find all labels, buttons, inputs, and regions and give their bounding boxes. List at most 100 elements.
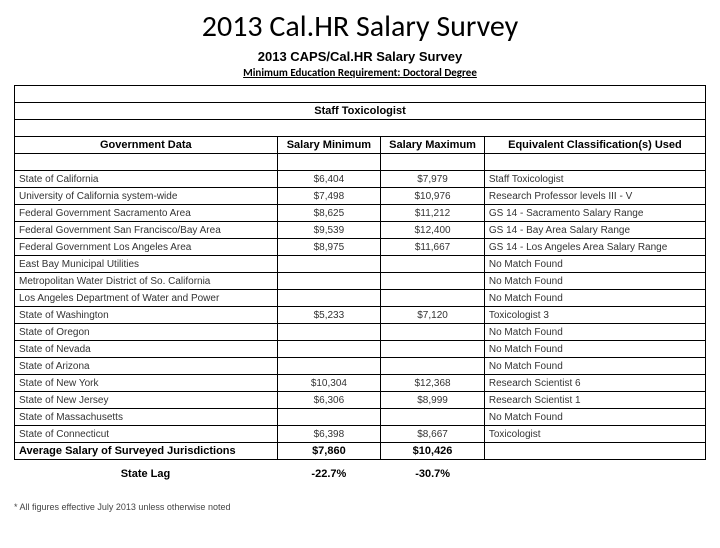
cell-gov: State of New York — [15, 375, 278, 392]
cell-max: $12,400 — [381, 222, 485, 239]
lag-label: State Lag — [14, 466, 277, 482]
main-title: 2013 Cal.HR Salary Survey — [0, 8, 720, 45]
cell-min: $9,539 — [277, 222, 381, 239]
sub-title: 2013 CAPS/Cal.HR Salary Survey — [0, 49, 720, 64]
lag-row: State Lag -22.7% -30.7% — [14, 466, 706, 482]
cell-gov: Federal Government Sacramento Area — [15, 205, 278, 222]
cell-gov: Federal Government San Francisco/Bay Are… — [15, 222, 278, 239]
col-head-max: Salary Maximum — [381, 137, 485, 154]
table-row: Federal Government San Francisco/Bay Are… — [15, 222, 706, 239]
table-row: State of New York$10,304$12,368Research … — [15, 375, 706, 392]
cell-min: $6,398 — [277, 426, 381, 443]
table-row: State of Nevada No Match Found — [15, 341, 706, 358]
table-row: State of Oregon No Match Found — [15, 324, 706, 341]
cell-min: $10,304 — [277, 375, 381, 392]
cell-min — [277, 409, 381, 426]
table-row: State of New Jersey$6,306$8,999Research … — [15, 392, 706, 409]
cell-max — [381, 409, 485, 426]
spacer-row — [15, 120, 706, 137]
salary-table: Staff Toxicologist Government Data Salar… — [14, 85, 706, 460]
lag-min: -22.7% — [277, 466, 381, 482]
cell-gov: State of Nevada — [15, 341, 278, 358]
table-row: State of Arizona No Match Found — [15, 358, 706, 375]
cell-gov: State of California — [15, 171, 278, 188]
cell-max: $11,212 — [381, 205, 485, 222]
cell-max: $10,976 — [381, 188, 485, 205]
cell-min — [277, 324, 381, 341]
table-row: University of California system-wide$7,4… — [15, 188, 706, 205]
cell-cls: Research Scientist 1 — [484, 392, 705, 409]
avg-max: $10,426 — [381, 443, 485, 460]
cell-max — [381, 256, 485, 273]
table-row: Los Angeles Department of Water and Powe… — [15, 290, 706, 307]
cell-gov: State of Massachusetts — [15, 409, 278, 426]
cell-cls: Staff Toxicologist — [484, 171, 705, 188]
table-row: State of California$6,404$7,979Staff Tox… — [15, 171, 706, 188]
cell-cls: No Match Found — [484, 341, 705, 358]
cell-gov: East Bay Municipal Utilities — [15, 256, 278, 273]
lag-max: -30.7% — [381, 466, 485, 482]
table-row: State of MassachusettsNo Match Found — [15, 409, 706, 426]
cell-max — [381, 273, 485, 290]
cell-min — [277, 273, 381, 290]
cell-cls: No Match Found — [484, 290, 705, 307]
cell-cls: GS 14 - Sacramento Salary Range — [484, 205, 705, 222]
table-row: State of Connecticut$6,398$8,667Toxicolo… — [15, 426, 706, 443]
cell-gov: State of Connecticut — [15, 426, 278, 443]
cell-max: $11,667 — [381, 239, 485, 256]
cell-gov: State of Washington — [15, 307, 278, 324]
cell-max — [381, 290, 485, 307]
table-row: Federal Government Los Angeles Area$8,97… — [15, 239, 706, 256]
cell-cls: No Match Found — [484, 273, 705, 290]
table-wrap: Staff Toxicologist Government Data Salar… — [14, 85, 706, 482]
avg-empty — [484, 443, 705, 460]
cell-min: $5,233 — [277, 307, 381, 324]
cell-max — [381, 324, 485, 341]
table-row: Metropolitan Water District of So. Calif… — [15, 273, 706, 290]
col-head-gov: Government Data — [15, 137, 278, 154]
cell-gov: State of Arizona — [15, 358, 278, 375]
cell-gov: Federal Government Los Angeles Area — [15, 239, 278, 256]
cell-min — [277, 358, 381, 375]
cell-min: $8,625 — [277, 205, 381, 222]
column-header-row: Government Data Salary Minimum Salary Ma… — [15, 137, 706, 154]
table-row: State of Washington$5,233$7,120Toxicolog… — [15, 307, 706, 324]
cell-cls: Toxicologist 3 — [484, 307, 705, 324]
cell-min — [277, 290, 381, 307]
col-head-min: Salary Minimum — [277, 137, 381, 154]
cell-gov: Metropolitan Water District of So. Calif… — [15, 273, 278, 290]
cell-gov: University of California system-wide — [15, 188, 278, 205]
cell-min: $8,975 — [277, 239, 381, 256]
cell-min: $6,404 — [277, 171, 381, 188]
requirement-line: Minimum Education Requirement: Doctoral … — [0, 66, 720, 79]
cell-gov: State of Oregon — [15, 324, 278, 341]
footnote: * All figures effective July 2013 unless… — [14, 502, 720, 512]
cell-cls: GS 14 - Bay Area Salary Range — [484, 222, 705, 239]
cell-cls: Toxicologist — [484, 426, 705, 443]
cell-cls: GS 14 - Los Angeles Area Salary Range — [484, 239, 705, 256]
cell-max: $8,999 — [381, 392, 485, 409]
table-row: East Bay Municipal Utilities No Match Fou… — [15, 256, 706, 273]
cell-cls: Research Professor levels III - V — [484, 188, 705, 205]
cell-max: $7,120 — [381, 307, 485, 324]
cell-gov: State of New Jersey — [15, 392, 278, 409]
lag-table: State Lag -22.7% -30.7% — [14, 466, 706, 482]
cell-cls: No Match Found — [484, 358, 705, 375]
cell-max: $12,368 — [381, 375, 485, 392]
cell-max: $8,667 — [381, 426, 485, 443]
section-header-row: Staff Toxicologist — [15, 103, 706, 120]
avg-label: Average Salary of Surveyed Jurisdictions — [15, 443, 278, 460]
cell-cls: No Match Found — [484, 256, 705, 273]
avg-min: $7,860 — [277, 443, 381, 460]
cell-max — [381, 358, 485, 375]
cell-min: $7,498 — [277, 188, 381, 205]
cell-max — [381, 341, 485, 358]
cell-cls: Research Scientist 6 — [484, 375, 705, 392]
spacer-row — [15, 154, 706, 171]
cell-max: $7,979 — [381, 171, 485, 188]
cell-gov: Los Angeles Department of Water and Powe… — [15, 290, 278, 307]
average-row: Average Salary of Surveyed Jurisdictions… — [15, 443, 706, 460]
spacer-row — [15, 86, 706, 103]
col-head-cls: Equivalent Classification(s) Used — [484, 137, 705, 154]
cell-cls: No Match Found — [484, 324, 705, 341]
